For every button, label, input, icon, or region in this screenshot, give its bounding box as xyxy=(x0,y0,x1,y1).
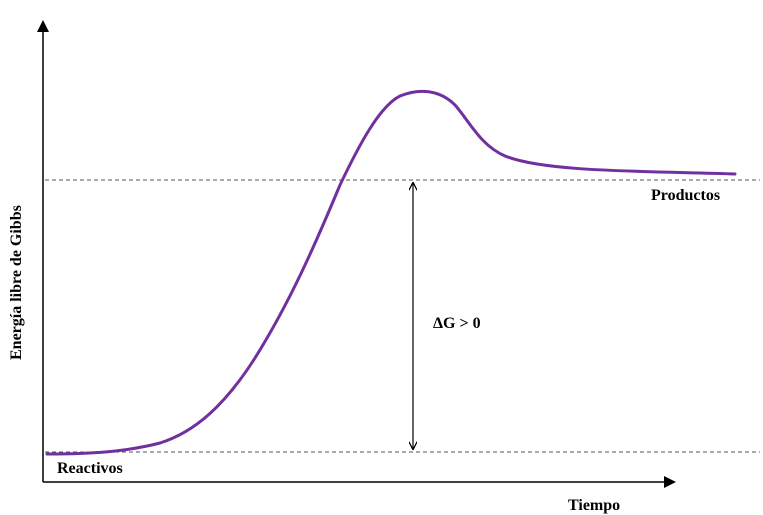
products-label: Productos xyxy=(651,187,720,204)
energy-curve xyxy=(45,89,737,456)
y-axis-label: Energía libre de Gibbs xyxy=(8,205,25,360)
x-axis-label: Tiempo xyxy=(568,497,620,514)
reactants-label: Reactivos xyxy=(57,460,123,477)
delta-g-label: ΔG > 0 xyxy=(433,315,481,332)
